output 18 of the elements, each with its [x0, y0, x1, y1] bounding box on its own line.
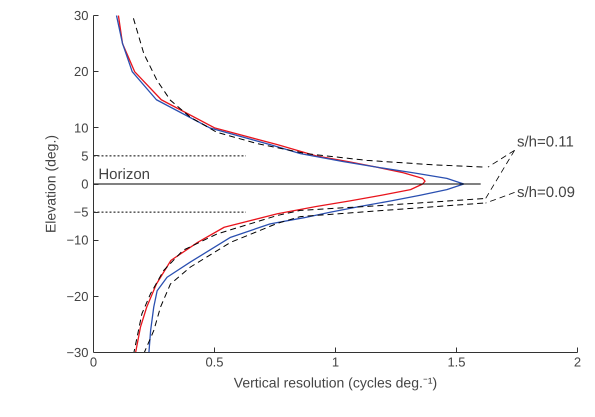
x-tick-label: 1.5 [447, 354, 466, 370]
y-axis-title: Elevation (deg.) [42, 134, 58, 234]
annotation: Horizon [98, 166, 150, 183]
x-tick-label: 2 [574, 354, 582, 370]
y-tick-label: −5 [74, 204, 89, 220]
y-tick-label: 0 [81, 176, 89, 192]
y-tick-label: 20 [74, 64, 89, 80]
x-tick-label: 1 [332, 354, 340, 370]
y-tick-label: −10 [66, 232, 89, 248]
legend-label: s/h=0.09 [517, 184, 575, 201]
y-tick-label: 30 [74, 8, 89, 23]
y-tick-label: 5 [81, 148, 89, 164]
y-tick-label: −20 [66, 288, 89, 304]
y-tick-label: 10 [74, 120, 89, 136]
x-axis-title: Vertical resolution (cycles deg.⁻¹) [234, 374, 438, 390]
text: s/h=0.11 [517, 133, 574, 150]
y-tick-label: −30 [66, 345, 89, 360]
x-tick-label: 0.5 [205, 354, 224, 370]
